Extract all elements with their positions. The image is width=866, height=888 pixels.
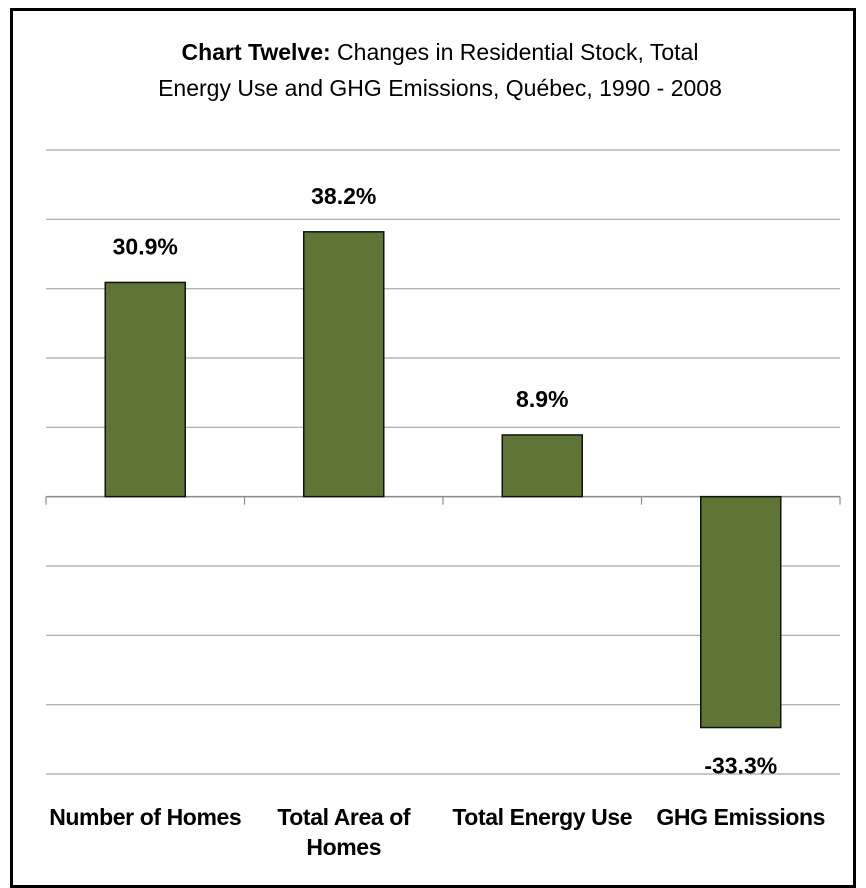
x-tick-label: Total Energy Use [452,804,633,830]
value-label: 38.2% [311,183,376,209]
bar [104,281,186,498]
x-tick-label: Number of Homes [49,804,242,830]
bar [501,434,583,498]
x-tick-label: GHG Emissions [656,804,826,830]
value-label: 30.9% [113,234,178,260]
title-prefix: Chart Twelve: [182,39,331,65]
x-tick-label: Total Area of Homes [277,804,411,860]
value-label: 8.9% [516,386,568,412]
value-label: -33.3% [704,753,777,779]
bar [700,495,782,729]
chart-title: Energy Use and GHG Emissions, Québec, 19… [158,75,722,101]
chart-title: Chart Twelve: Changes in Residential Sto… [182,39,699,65]
bar [303,231,385,498]
title-line: Changes in Residential Stock, Total [337,39,698,65]
